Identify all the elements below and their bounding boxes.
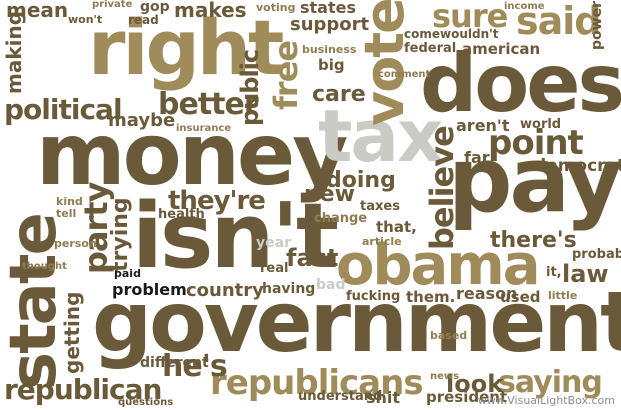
word-democrats: democrats	[534, 156, 621, 176]
word-probably: probably	[572, 247, 621, 262]
word-shit: shit	[366, 388, 401, 407]
word-maybe: maybe	[108, 110, 176, 131]
word-look: look	[446, 370, 504, 398]
watermark-text: www.VisualLightBox.com	[477, 394, 615, 407]
word-getting: getting	[60, 291, 84, 374]
word-article: article	[362, 235, 402, 248]
word-insurance: insurance	[176, 123, 232, 134]
word-tax: tax	[318, 94, 443, 178]
word-believe: believe	[423, 126, 461, 250]
word-states: states	[300, 0, 356, 17]
word-money: money	[36, 105, 348, 205]
word-doing: doing	[326, 168, 396, 193]
word-wont: won't	[68, 13, 103, 26]
word-them: them.	[406, 288, 456, 306]
word-does: does	[420, 37, 621, 130]
word-country: country	[186, 280, 264, 301]
word-better: better	[158, 87, 259, 122]
word-trying: trying	[108, 197, 133, 272]
word-read: read	[128, 13, 159, 27]
word-sure: sure	[432, 0, 508, 35]
word-republicans: republicans	[210, 363, 424, 403]
word-political: political	[4, 93, 123, 126]
word-tell: tell	[56, 207, 77, 220]
word-person: person	[54, 237, 97, 250]
word-big: big	[318, 56, 345, 74]
word-change: change	[314, 211, 368, 226]
word-real: real	[260, 261, 289, 276]
word-care: care	[312, 82, 366, 107]
word-point: point	[488, 123, 584, 163]
word-private: private	[92, 0, 133, 10]
word-that: that,	[376, 218, 417, 236]
word-income: income	[504, 1, 545, 12]
word-theres: there's	[490, 228, 577, 253]
word-making: making	[2, 10, 26, 94]
word-right: right	[88, 3, 284, 92]
word-health: health	[158, 207, 205, 222]
word-based: based	[430, 329, 468, 342]
word-makes: makes	[174, 0, 247, 22]
word-paid: paid	[114, 267, 141, 280]
word-fucking: fucking	[346, 289, 401, 304]
word-pay: pay	[448, 128, 621, 233]
word-voting: voting	[256, 1, 296, 14]
word-arent: aren't	[456, 116, 510, 135]
word-bad: bad	[316, 277, 346, 293]
word-questions: questions	[118, 397, 174, 408]
word-support: support	[290, 14, 370, 35]
word-used: used	[500, 288, 541, 306]
word-public: public	[236, 49, 264, 126]
word-gop: gop	[140, 0, 170, 15]
word-president: president	[426, 388, 508, 406]
word-business: business	[302, 43, 357, 56]
word-problem: problem	[112, 280, 187, 299]
word-hes: he's	[162, 349, 228, 384]
word-its: it,	[546, 265, 562, 280]
word-fact: fact	[286, 244, 339, 272]
word-saying: saying	[498, 365, 603, 400]
word-new: new	[304, 182, 355, 207]
word-world: world	[520, 117, 562, 132]
word-far: far	[464, 148, 490, 167]
word-government: government	[92, 273, 621, 371]
word-wouldnt: wouldn't	[440, 27, 499, 41]
word-american: american	[462, 40, 541, 58]
word-come: come	[404, 27, 440, 41]
word-comment: comment	[378, 69, 431, 80]
word-mean: mean	[6, 0, 69, 22]
word-said: said	[516, 0, 601, 43]
word-republican: republican	[4, 373, 162, 406]
word-power: power	[589, 1, 605, 50]
word-isnt: isn't	[132, 184, 339, 289]
word-different: different	[140, 355, 209, 371]
word-obama: obama	[336, 233, 540, 298]
word-reason: reason	[456, 284, 518, 303]
word-understand: understand	[298, 389, 383, 404]
word-year: year	[256, 235, 291, 251]
word-little: little	[548, 289, 578, 302]
word-federal: federal	[404, 41, 457, 56]
word-taxes: taxes	[360, 199, 400, 214]
word-having: having	[262, 281, 316, 297]
word-news: news	[430, 371, 460, 382]
word-theyre: they're	[168, 186, 266, 216]
word-law: law	[562, 260, 609, 288]
word-free: free	[267, 40, 305, 110]
word-thought: thought	[22, 261, 67, 272]
word-kind: kind	[56, 195, 83, 208]
